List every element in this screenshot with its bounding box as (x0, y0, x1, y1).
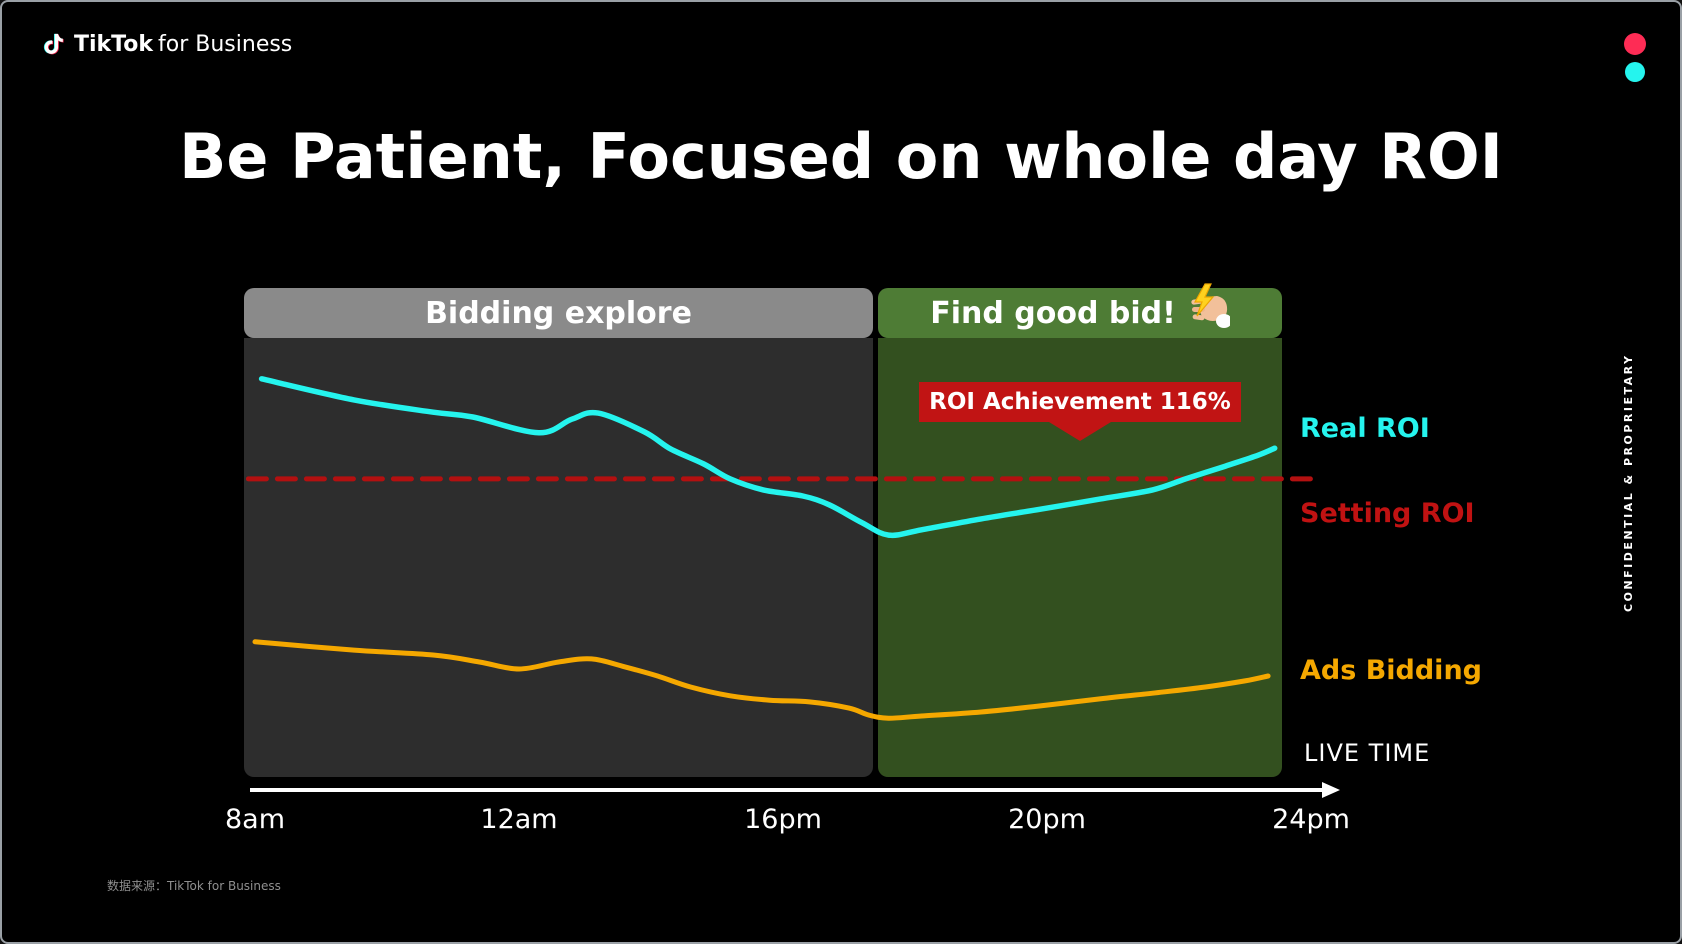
x-tick-label: 12am (480, 804, 558, 835)
legend-real-roi: Real ROI (1300, 413, 1430, 444)
brand-logo-text: TikTok for Business (74, 32, 292, 57)
data-source-note: 数据来源：TikTok for Business (107, 879, 281, 893)
confidential-note: CONFIDENTIAL & PROPRIETARY (1622, 353, 1635, 612)
region-header-bidding-explore: Bidding explore (244, 288, 873, 338)
x-tick-label: 24pm (1272, 804, 1350, 835)
x-axis-arrowhead (1322, 782, 1340, 798)
legend-setting-roi: Setting ROI (1300, 498, 1475, 529)
decor-dot-red (1624, 33, 1646, 55)
region-label-find-good-bid: Find good bid! (930, 295, 1176, 331)
brand-suffix: for Business (158, 31, 293, 57)
legend-ads-bidding: Ads Bidding (1300, 655, 1482, 686)
region-header-find-good-bid: Find good bid! (878, 283, 1282, 338)
brand-logo: TikTok for Business (42, 29, 292, 59)
brand-name: TikTok (74, 31, 154, 57)
decor-dot-cyan (1625, 62, 1645, 82)
roi-achievement-text: ROI Achievement 116% (929, 389, 1231, 415)
tiktok-note-icon (43, 33, 64, 55)
page-title: Be Patient, Focused on whole day ROI (179, 120, 1503, 193)
x-axis-ticks: 8am 12am 16pm 20pm 24pm (2, 804, 1680, 844)
roi-achievement-badge: ROI Achievement 116% (919, 382, 1241, 441)
x-tick-label: 8am (224, 804, 286, 835)
hand-with-lightning-emoji (1191, 283, 1230, 328)
x-tick-label: 16pm (744, 804, 822, 835)
x-axis-title: LIVE TIME (1304, 739, 1431, 767)
region-label-bidding-explore: Bidding explore (425, 295, 692, 331)
x-tick-label: 20pm (1008, 804, 1086, 835)
panel-bidding-explore (244, 338, 873, 777)
